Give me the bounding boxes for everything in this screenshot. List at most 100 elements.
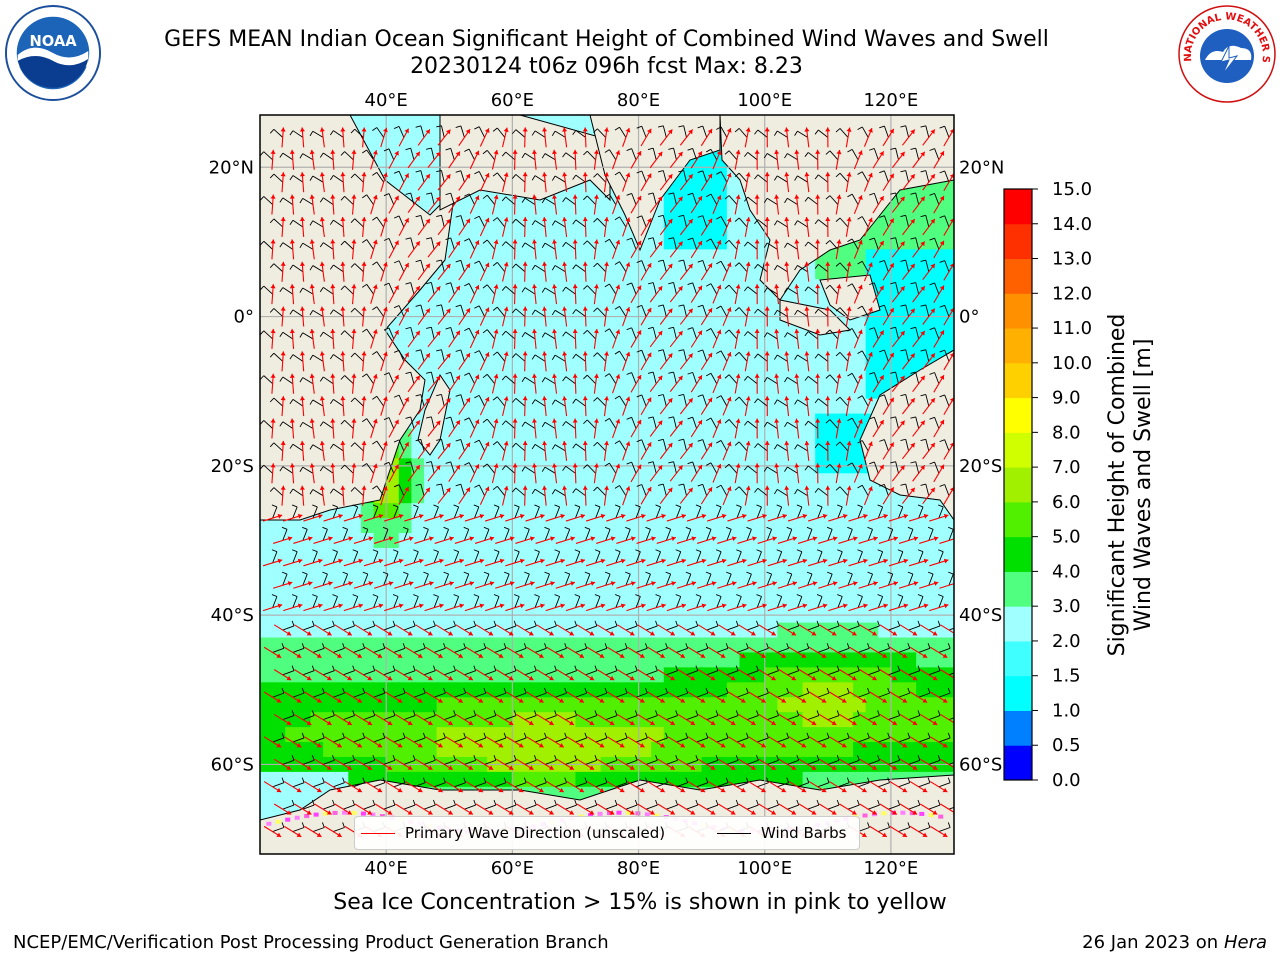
wave-height-cell	[663, 577, 677, 594]
wave-height-cell	[903, 249, 917, 265]
wave-height-cell	[562, 592, 577, 609]
wave-height-cell	[701, 428, 715, 445]
wave-height-cell	[663, 637, 677, 654]
wave-height-cell	[777, 473, 791, 489]
wave-height-cell	[272, 533, 286, 549]
wave-height-cell	[676, 742, 690, 758]
wave-height-cell	[865, 518, 879, 534]
wave-height-cell	[449, 383, 463, 400]
wave-height-cell	[714, 488, 728, 504]
wave-height-cell	[613, 562, 627, 579]
wave-height-cell	[689, 622, 703, 639]
wave-height-cell	[928, 264, 942, 280]
wave-height-cell	[310, 518, 324, 534]
wave-height-cell	[613, 443, 627, 459]
wave-height-cell	[512, 294, 526, 310]
wave-height-cell	[916, 204, 930, 221]
wave-height-cell	[739, 667, 753, 683]
wave-height-cell	[802, 727, 816, 743]
wave-height-cell	[512, 622, 526, 639]
wave-height-cell	[310, 562, 324, 579]
wave-height-cell	[714, 637, 728, 654]
wave-height-cell	[928, 219, 942, 236]
wave-height-cell	[588, 712, 602, 728]
wave-height-cell	[487, 771, 501, 788]
wave-height-cell	[487, 562, 501, 579]
chart-title: GEFS MEAN Indian Ocean Significant Heigh…	[164, 27, 1049, 52]
wave-height-cell	[537, 219, 551, 236]
wave-height-cell	[815, 353, 829, 370]
wave-height-cell	[373, 115, 387, 131]
wave-height-cell	[638, 682, 652, 698]
wave-height-cell	[424, 742, 438, 758]
wave-height-cell	[575, 503, 589, 519]
wave-height-cell	[701, 368, 715, 385]
wave-height-cell	[487, 443, 501, 459]
wave-height-cell	[575, 324, 589, 340]
wave-height-cell	[865, 727, 879, 743]
wave-height-cell	[739, 338, 753, 355]
wave-height-cell	[474, 742, 488, 758]
wave-height-cell	[689, 353, 703, 370]
wave-height-cell	[562, 324, 577, 340]
wave-height-cell	[916, 712, 930, 728]
wave-height-cell	[827, 547, 842, 564]
wave-height-cell	[613, 727, 627, 743]
wave-height-cell	[588, 622, 602, 639]
wave-height-cell	[701, 771, 715, 788]
wave-height-cell	[562, 338, 577, 355]
wave-height-cell	[323, 697, 337, 713]
wave-height-cell	[348, 682, 362, 698]
wave-height-cell	[663, 727, 677, 743]
wave-height-cell	[348, 547, 362, 564]
wave-height-cell	[802, 637, 816, 654]
wave-height-cell	[524, 353, 539, 370]
wave-height-cell	[449, 637, 463, 654]
wave-height-cell	[916, 338, 930, 355]
wave-height-cell	[575, 428, 589, 445]
wave-height-cell	[726, 443, 741, 459]
wave-height-cell	[386, 682, 400, 698]
wave-height-cell	[625, 473, 640, 489]
wave-height-cell	[890, 697, 905, 713]
wave-height-cell	[764, 398, 778, 415]
wave-height-cell	[701, 189, 715, 206]
wave-height-cell	[689, 547, 703, 564]
wave-height-cell	[689, 533, 703, 549]
wave-height-cell	[461, 294, 476, 310]
wave-height-cell	[764, 324, 778, 340]
wave-height-cell	[726, 324, 741, 340]
wave-height-cell	[524, 204, 539, 221]
wave-height-cell	[764, 697, 778, 713]
wave-height-cell	[285, 562, 299, 579]
chart-subtitle: 20230124 t06z 096h fcst Max: 8.23	[410, 54, 803, 79]
wave-height-cell	[449, 592, 463, 609]
wave-height-cell	[726, 413, 741, 430]
wave-height-cell	[348, 637, 362, 654]
wave-height-cell	[260, 697, 274, 713]
wave-height-cell	[689, 667, 703, 683]
wave-height-cell	[676, 204, 690, 221]
wave-height-cell	[815, 413, 829, 430]
wave-height-cell	[865, 547, 879, 564]
wave-height-cell	[373, 637, 387, 654]
wave-height-cell	[449, 443, 463, 459]
wave-height-cell	[348, 727, 362, 743]
wave-height-cell	[878, 279, 892, 295]
wave-height-cell	[285, 712, 299, 728]
wave-height-cell	[815, 622, 829, 639]
wave-height-cell	[260, 727, 274, 743]
wave-height-cell	[436, 294, 450, 310]
wave-height-cell	[272, 652, 286, 668]
wave-height-cell	[487, 383, 501, 400]
wave-height-cell	[424, 115, 438, 131]
wave-height-cell	[550, 324, 564, 340]
wave-height-cell	[714, 473, 728, 489]
wave-height-cell	[272, 742, 286, 758]
wave-height-cell	[625, 637, 640, 654]
wave-height-cell	[752, 577, 766, 594]
wave-height-cell	[789, 473, 804, 489]
wave-height-cell	[272, 562, 286, 579]
wave-height-cell	[726, 219, 741, 236]
